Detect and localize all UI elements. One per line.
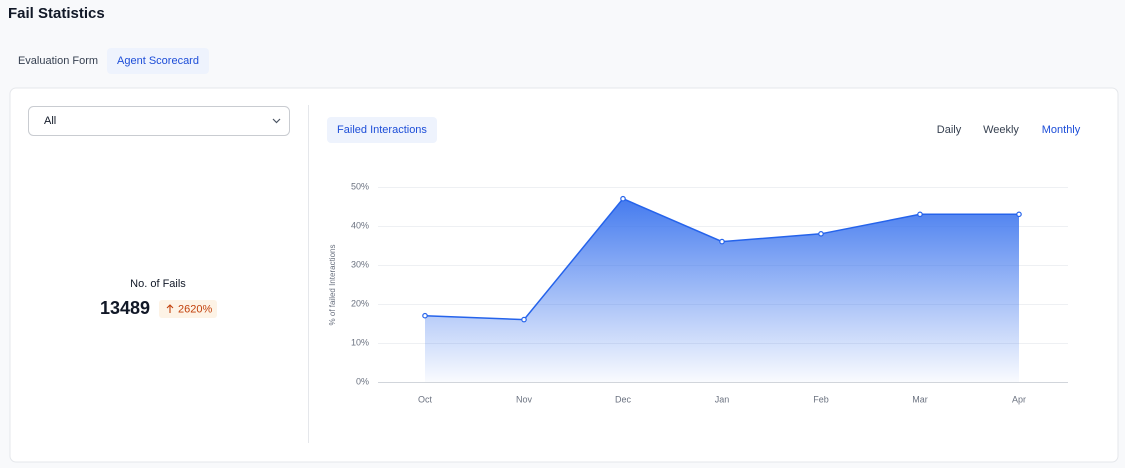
- chart-tab-label: Failed Interactions: [337, 124, 427, 136]
- change-value: 2620%: [178, 303, 212, 315]
- y-axis-title: % of failed Interactions: [328, 245, 337, 326]
- summary-label: No. of Fails: [130, 278, 186, 290]
- page-title: Fail Statistics: [8, 5, 105, 22]
- point: [818, 231, 824, 237]
- tab-bar: Evaluation Form Agent Scorecard: [18, 48, 209, 74]
- point: [620, 195, 626, 202]
- y-tick-label: 40%: [351, 220, 369, 230]
- point: [917, 211, 923, 218]
- point: [719, 238, 725, 245]
- y-tick-label: 20%: [351, 298, 369, 308]
- point: [521, 316, 527, 323]
- change-badge: [159, 300, 217, 318]
- tab-active-bg: [107, 48, 209, 74]
- area: [425, 198, 1019, 382]
- dropdown-chevron: [272, 118, 281, 124]
- x-tick-label: Oct: [418, 394, 433, 404]
- tab[interactable]: Evaluation Form: [18, 55, 98, 67]
- y-tick-label: 0%: [356, 376, 369, 386]
- x-tick-label: Apr: [1012, 394, 1026, 404]
- x-tick-label: Dec: [615, 394, 632, 404]
- period-option[interactable]: Daily: [937, 124, 962, 136]
- x-tick-label: Feb: [813, 394, 829, 404]
- summary-value: 13489: [100, 298, 150, 318]
- chart-tab[interactable]: [327, 117, 437, 143]
- y-tick-label: 50%: [351, 181, 369, 191]
- period-option[interactable]: Weekly: [983, 124, 1019, 136]
- y-tick-label: 30%: [351, 259, 369, 269]
- x-tick-label: Nov: [516, 394, 533, 404]
- period-switch: Daily Weekly Monthly: [937, 124, 1081, 136]
- x-tick-label: Mar: [912, 394, 928, 404]
- up-arrow: [166, 304, 174, 313]
- filter-dropdown[interactable]: [28, 106, 290, 136]
- tab[interactable]: Agent Scorecard: [117, 55, 199, 67]
- period-option[interactable]: Monthly: [1042, 124, 1081, 136]
- point: [1016, 211, 1022, 218]
- x-tick-label: Jan: [715, 394, 730, 404]
- plot: 0% 10% 20% 30% 40% 50% Oct Nov Dec Jan Feb Mar Apr: [351, 181, 1068, 404]
- y-tick-label: 10%: [351, 337, 369, 347]
- filter-value: All: [44, 115, 56, 127]
- point: [422, 312, 428, 319]
